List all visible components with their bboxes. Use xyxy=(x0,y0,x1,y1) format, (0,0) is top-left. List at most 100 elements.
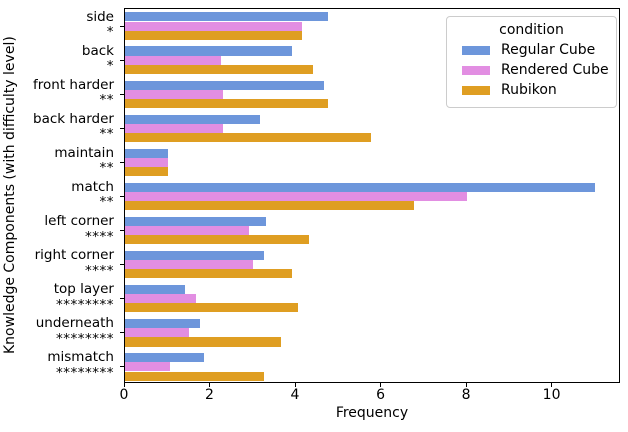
category-name: maintain xyxy=(54,144,114,161)
x-tick-label-10: 10 xyxy=(542,387,561,403)
legend-swatch-rendered-cube xyxy=(462,65,490,75)
legend-entry-regular-cube: Regular Cube xyxy=(453,40,610,60)
y-tick-label-side: side * xyxy=(0,8,114,42)
y-tick-mark xyxy=(120,298,124,300)
difficulty-level: **** xyxy=(85,262,114,279)
difficulty-level: **** xyxy=(85,228,114,245)
y-tick-mark xyxy=(120,161,124,163)
legend-entries: Regular Cube Rendered Cube Rubikon xyxy=(453,40,610,100)
bar-rubikon-side xyxy=(125,30,303,40)
y-tick-label-right-corner: right corner **** xyxy=(0,247,114,281)
difficulty-level: ** xyxy=(99,126,114,143)
y-tick-label-top-layer: top layer ******** xyxy=(0,281,114,315)
y-tick-mark xyxy=(120,127,124,129)
bar-rendered-cube-top-layer xyxy=(125,294,196,304)
difficulty-level: ** xyxy=(99,194,114,211)
bar-regular-cube-back xyxy=(125,46,292,56)
bar-rendered-cube-mismatch xyxy=(125,362,170,372)
bar-rendered-cube-maintain xyxy=(125,157,168,167)
x-tick-mark xyxy=(123,383,125,387)
y-axis-tick-labels: side * back * front harder ** back harder ** mai… xyxy=(0,8,114,383)
legend: condition Regular Cube Rendered Cube Rubik… xyxy=(446,16,617,108)
category-name: match xyxy=(71,178,114,195)
bar-rendered-cube-back-harder xyxy=(125,123,224,133)
bar-regular-cube-match xyxy=(125,182,596,192)
y-tick-label-underneath: underneath ******** xyxy=(0,315,114,349)
y-tick-label-maintain: maintain ** xyxy=(0,144,114,178)
y-tick-mark xyxy=(120,93,124,95)
x-tick-mark xyxy=(380,383,382,387)
legend-title: condition xyxy=(499,22,564,38)
x-tick-label-6: 6 xyxy=(376,387,386,403)
y-tick-mark xyxy=(120,196,124,197)
bar-rubikon-back xyxy=(125,64,314,74)
category-name: underneath xyxy=(35,315,114,332)
bar-regular-cube-right-corner xyxy=(125,251,264,261)
y-tick-label-match: match ** xyxy=(0,178,114,212)
legend-label: Rendered Cube xyxy=(501,62,609,78)
bar-rendered-cube-underneath xyxy=(125,328,190,338)
bar-rubikon-back-harder xyxy=(125,132,371,142)
bar-rubikon-right-corner xyxy=(125,269,292,279)
x-tick-mark xyxy=(209,383,211,387)
category-name: back harder xyxy=(33,110,114,127)
bar-rendered-cube-back xyxy=(125,55,222,65)
bar-rubikon-left-corner xyxy=(125,235,309,245)
difficulty-level: ******** xyxy=(56,364,114,381)
legend-entry-rendered-cube: Rendered Cube xyxy=(453,60,610,80)
bar-rubikon-front-harder xyxy=(125,98,329,108)
difficulty-level: ******** xyxy=(56,330,114,347)
y-tick-mark xyxy=(120,59,124,61)
bar-regular-cube-underneath xyxy=(125,319,200,329)
x-axis-label: Frequency xyxy=(335,405,409,421)
difficulty-level: * xyxy=(106,24,114,41)
bar-regular-cube-maintain xyxy=(125,148,168,158)
category-name: front harder xyxy=(33,76,114,93)
bar-rubikon-match xyxy=(125,201,414,211)
legend-label: Rubikon xyxy=(501,82,557,98)
bar-regular-cube-back-harder xyxy=(125,114,260,124)
difficulty-level: ******** xyxy=(56,296,114,313)
y-tick-mark xyxy=(120,230,124,232)
bar-regular-cube-top-layer xyxy=(125,285,185,295)
bar-rubikon-top-layer xyxy=(125,303,299,313)
x-tick-label-4: 4 xyxy=(290,387,300,403)
x-tick-mark xyxy=(294,383,296,387)
legend-entry-rubikon: Rubikon xyxy=(453,80,610,100)
difficulty-level: ** xyxy=(99,92,114,109)
plot-area: condition Regular Cube Rendered Cube Rubik… xyxy=(120,8,620,383)
bar-rubikon-mismatch xyxy=(125,371,264,381)
bar-rubikon-maintain xyxy=(125,166,168,177)
bar-rendered-cube-match xyxy=(125,191,468,202)
y-tick-label-front-harder: front harder ** xyxy=(0,76,114,110)
x-tick-mark xyxy=(551,383,553,387)
bar-rendered-cube-side xyxy=(125,21,303,31)
category-name: mismatch xyxy=(47,349,114,366)
y-tick-mark xyxy=(120,332,124,334)
difficulty-level: ** xyxy=(99,160,114,177)
y-tick-label-mismatch: mismatch ******** xyxy=(0,349,114,383)
bar-regular-cube-left-corner xyxy=(125,216,267,227)
bar-regular-cube-front-harder xyxy=(125,80,324,90)
bar-rubikon-underneath xyxy=(125,337,282,347)
bar-rendered-cube-right-corner xyxy=(125,260,254,270)
legend-swatch-rubikon xyxy=(462,85,490,95)
y-tick-label-left-corner: left corner **** xyxy=(0,213,114,247)
category-name: left corner xyxy=(44,213,114,230)
category-name: back xyxy=(81,42,114,59)
category-name: right corner xyxy=(34,247,114,264)
x-tick-mark xyxy=(465,383,467,387)
x-tick-label-2: 2 xyxy=(205,387,214,403)
bar-rendered-cube-front-harder xyxy=(125,89,224,99)
difficulty-level: * xyxy=(106,58,114,75)
y-tick-label-back-harder: back harder ** xyxy=(0,110,114,144)
y-tick-mark xyxy=(120,264,124,266)
category-name: top layer xyxy=(53,281,114,298)
category-name: side xyxy=(86,8,114,25)
x-tick-label-8: 8 xyxy=(461,387,471,403)
y-tick-mark xyxy=(120,25,124,27)
bar-regular-cube-side xyxy=(125,12,329,22)
y-tick-mark xyxy=(120,366,124,368)
legend-label: Regular Cube xyxy=(501,42,596,58)
